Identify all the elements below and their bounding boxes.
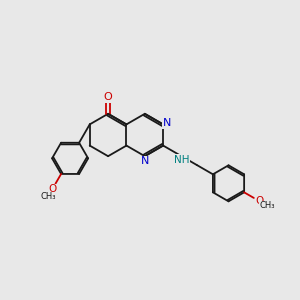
- Text: CH₃: CH₃: [260, 201, 275, 210]
- Text: O: O: [104, 92, 112, 102]
- Text: CH₃: CH₃: [40, 192, 56, 201]
- Text: O: O: [255, 196, 264, 206]
- Text: N: N: [141, 157, 149, 166]
- Text: O: O: [48, 184, 56, 194]
- Text: N: N: [163, 118, 171, 128]
- Text: NH: NH: [174, 155, 190, 165]
